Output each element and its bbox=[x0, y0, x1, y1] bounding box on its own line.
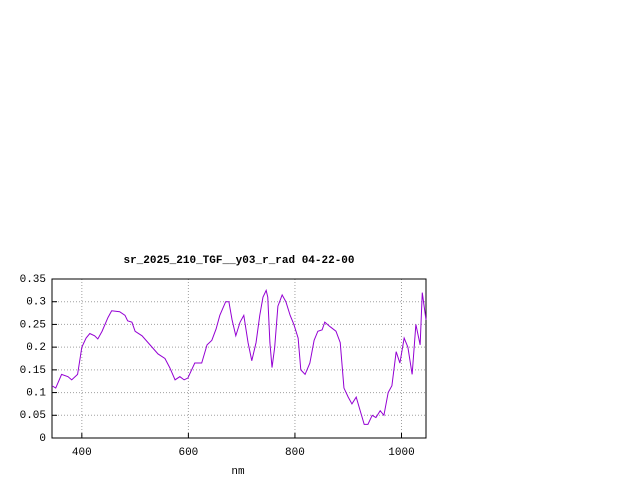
y-tick-label: 0.3 bbox=[26, 297, 46, 309]
x-tick-label: 400 bbox=[72, 447, 92, 459]
chart-title: sr_2025_210_TGF__y03_r_rad 04-22-00 bbox=[123, 255, 354, 267]
x-tick-label: 600 bbox=[178, 447, 198, 459]
y-tick-label: 0.25 bbox=[20, 319, 46, 331]
y-tick-label: 0.35 bbox=[20, 274, 46, 286]
y-tick-label: 0.05 bbox=[20, 410, 46, 422]
y-tick-label: 0.1 bbox=[26, 387, 46, 399]
y-tick-label: 0.15 bbox=[20, 365, 46, 377]
y-tick-label: 0.2 bbox=[26, 342, 46, 354]
x-tick-label: 1000 bbox=[388, 447, 414, 459]
y-tick-label: 0 bbox=[39, 433, 46, 445]
x-tick-label: 800 bbox=[285, 447, 305, 459]
data-line bbox=[51, 288, 427, 425]
x-axis-label: nm bbox=[231, 466, 245, 478]
plot-border bbox=[51, 278, 427, 439]
